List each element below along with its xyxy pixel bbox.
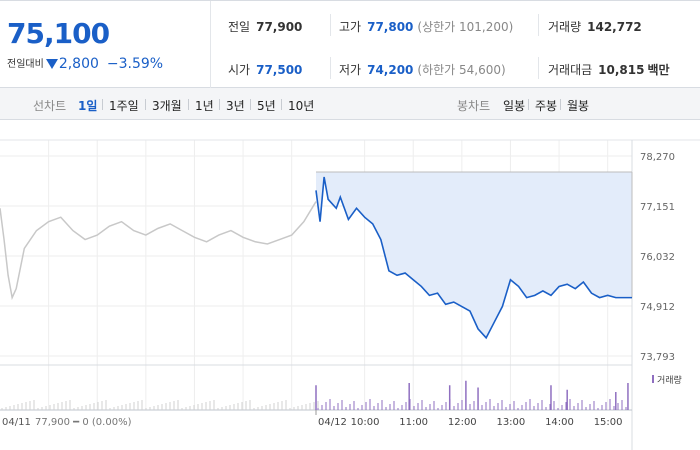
x-tick-label: 13:00 bbox=[496, 417, 525, 428]
period-3y[interactable]: 3년 bbox=[226, 99, 245, 113]
stat-amount: 거래대금 10,815 백만 bbox=[548, 61, 670, 78]
current-price: 75,100 bbox=[7, 17, 110, 50]
stat-sub: (하한가 54,600) bbox=[417, 63, 506, 77]
period-1d[interactable]: 1일 bbox=[78, 99, 98, 113]
previous-day-line bbox=[0, 201, 317, 301]
stat-volume: 거래량 142,772 bbox=[548, 18, 642, 35]
stat-sub: (상한가 101,200) bbox=[417, 20, 514, 34]
period-10y[interactable]: 10년 bbox=[288, 99, 315, 113]
period-1w[interactable]: 1주일 bbox=[109, 99, 139, 113]
x-tick-label: 15:00 bbox=[594, 417, 623, 428]
divider bbox=[145, 99, 146, 110]
y-tick-label: 73,793 bbox=[640, 352, 675, 363]
y-tick-label: 77,151 bbox=[640, 202, 675, 213]
period-1y[interactable]: 1년 bbox=[195, 99, 214, 113]
stat-value: 77,800 bbox=[367, 20, 414, 34]
stat-value: 77,900 bbox=[256, 20, 303, 34]
stat-open: 시가 77,500 bbox=[228, 61, 302, 78]
period-3m[interactable]: 3개월 bbox=[152, 99, 182, 113]
divider bbox=[538, 14, 539, 36]
today-fill-area bbox=[316, 172, 632, 338]
change-amount: 2,800 bbox=[58, 56, 99, 72]
previous-day-label: 04/11 bbox=[2, 417, 31, 428]
quote-summary: 75,100 전일대비 2,800 −3.59% 전일 77,900 고가 77,800… bbox=[0, 0, 700, 89]
price-chart: 78,270 77,151 76,032 74,912 73,793 거래량 04/11 77… bbox=[0, 139, 700, 450]
price-box: 75,100 전일대비 2,800 −3.59% bbox=[0, 1, 211, 89]
divider bbox=[188, 99, 189, 110]
stat-label: 거래대금 bbox=[548, 63, 593, 77]
stat-unit: 백만 bbox=[647, 63, 670, 77]
candle-monthly[interactable]: 월봉 bbox=[567, 99, 590, 113]
volume-legend-label: 거래량 bbox=[657, 374, 682, 386]
divider bbox=[330, 57, 331, 79]
candle-weekly[interactable]: 주봉 bbox=[535, 99, 558, 113]
stat-prev-close: 전일 77,900 bbox=[228, 18, 302, 35]
stat-low: 저가 74,200 (하한가 54,600) bbox=[339, 61, 506, 78]
divider bbox=[538, 57, 539, 79]
down-arrow-icon bbox=[45, 59, 58, 69]
divider bbox=[281, 99, 282, 110]
x-tick-label: 14:00 bbox=[545, 417, 574, 428]
period-5y[interactable]: 5년 bbox=[257, 99, 276, 113]
previous-day-summary: 77,900 ━ 0 (0.00%) bbox=[35, 417, 132, 428]
stat-high: 고가 77,800 (상한가 101,200) bbox=[339, 18, 513, 35]
x-tick-label: 12:00 bbox=[448, 417, 477, 428]
stat-value: 10,815 bbox=[598, 63, 645, 77]
change-percent: −3.59% bbox=[106, 56, 164, 72]
y-tick-label: 78,270 bbox=[640, 152, 675, 163]
stat-label: 시가 bbox=[228, 63, 251, 77]
divider bbox=[528, 99, 529, 110]
period-bar: 선차트 1일 1주일 3개월 1년 3년 5년 10년 봉차트 일봉 주봉 월봉 bbox=[0, 88, 700, 120]
y-tick-label: 74,912 bbox=[640, 302, 675, 313]
chart-series bbox=[0, 171, 633, 410]
stat-label: 거래량 bbox=[548, 20, 582, 34]
stat-label: 전일 bbox=[228, 20, 251, 34]
stat-value: 74,200 bbox=[367, 63, 414, 77]
x-tick-label: 10:00 bbox=[351, 417, 380, 428]
x-tick-label: 11:00 bbox=[399, 417, 428, 428]
stat-label: 저가 bbox=[339, 63, 362, 77]
change-row: 전일대비 2,800 −3.59% bbox=[7, 55, 163, 72]
x-tick-label: 04/12 bbox=[318, 417, 347, 428]
line-chart-title: 선차트 bbox=[33, 99, 67, 113]
stat-value: 142,772 bbox=[587, 20, 642, 34]
y-tick-label: 76,032 bbox=[640, 252, 675, 263]
chart-labels: 78,270 77,151 76,032 74,912 73,793 거래량 04/11 77… bbox=[2, 152, 682, 428]
candle-daily[interactable]: 일봉 bbox=[503, 99, 526, 113]
today-price-line bbox=[315, 176, 632, 340]
stat-label: 고가 bbox=[339, 20, 362, 34]
stat-value: 77,500 bbox=[256, 63, 303, 77]
divider bbox=[560, 99, 561, 110]
change-label: 전일대비 bbox=[7, 59, 44, 70]
divider bbox=[219, 99, 220, 110]
divider bbox=[330, 14, 331, 36]
divider bbox=[250, 99, 251, 110]
candle-chart-title: 봉차트 bbox=[457, 99, 491, 113]
volume-legend-swatch bbox=[652, 375, 654, 383]
divider bbox=[102, 99, 103, 110]
